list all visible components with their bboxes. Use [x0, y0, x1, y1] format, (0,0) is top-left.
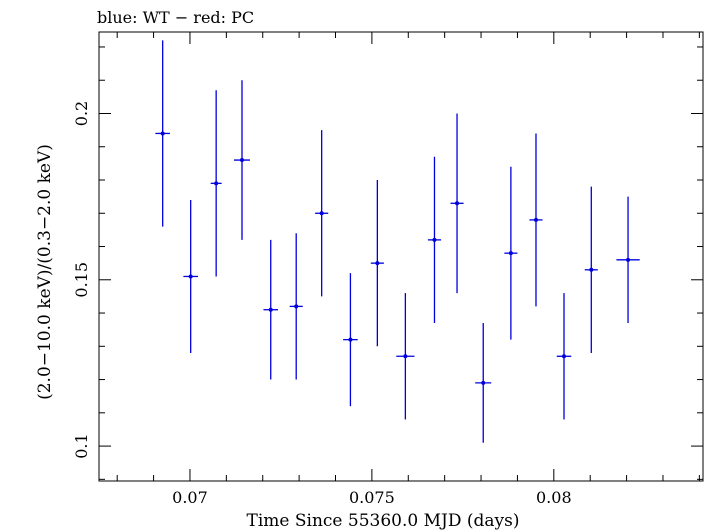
data-marker: [188, 274, 193, 279]
data-marker: [294, 304, 299, 309]
axis-ticks: [99, 32, 703, 481]
data-marker: [589, 267, 594, 272]
data-point: [529, 133, 543, 307]
data-point: [475, 323, 492, 443]
data-marker: [160, 131, 165, 136]
data-point: [370, 180, 384, 347]
data-point: [263, 239, 279, 380]
y-tick-label: 0.15: [72, 262, 91, 298]
y-axis-label: (2.0−10.0 keV)/(0.3−2.0 keV): [35, 144, 55, 400]
y-tick-label: 0.1: [72, 433, 91, 458]
data-marker: [432, 237, 437, 242]
data-point: [427, 156, 442, 324]
plot-frame: [98, 31, 704, 482]
data-marker: [214, 181, 219, 186]
data-marker: [375, 261, 380, 266]
data-point: [450, 113, 464, 294]
x-tick-label: 0.08: [536, 488, 572, 507]
data-marker: [562, 354, 567, 359]
data-point: [556, 293, 572, 420]
data-point: [315, 130, 329, 297]
data-point: [289, 233, 303, 380]
x-axis-label: Time Since 55360.0 MJD (days): [247, 511, 520, 531]
data-point: [155, 40, 170, 227]
data-marker: [626, 257, 631, 262]
data-marker: [455, 201, 460, 206]
data-series: [155, 40, 640, 443]
y-tick-label: 0.2: [72, 101, 91, 126]
data-marker: [319, 211, 324, 216]
data-point: [504, 166, 518, 340]
data-point: [210, 90, 222, 277]
data-marker: [533, 217, 538, 222]
axis-tick-labels: 0.07 0.075 0.08 0.1 0.15 0.2: [72, 101, 572, 507]
x-tick-label: 0.07: [172, 488, 208, 507]
data-marker: [239, 158, 244, 163]
data-point: [183, 199, 198, 353]
data-marker: [481, 380, 486, 385]
data-point: [584, 186, 598, 353]
data-marker: [508, 251, 513, 256]
data-point: [396, 293, 415, 420]
x-tick-label: 0.075: [349, 488, 395, 507]
data-point: [233, 80, 250, 240]
data-marker: [268, 307, 273, 312]
data-marker: [348, 337, 353, 342]
data-marker: [403, 354, 408, 359]
data-point: [343, 273, 358, 407]
chart-title: blue: WT − red: PC: [97, 8, 254, 27]
data-point: [616, 196, 640, 324]
